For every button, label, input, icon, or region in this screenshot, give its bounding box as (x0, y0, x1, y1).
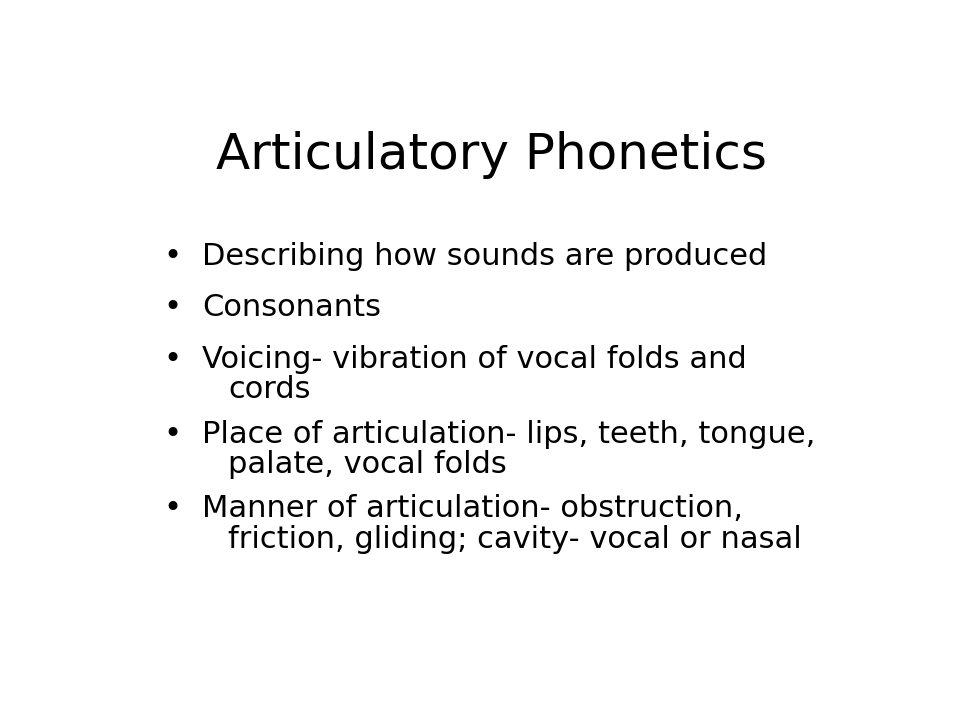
Text: •: • (163, 242, 181, 271)
Text: •: • (163, 420, 181, 449)
Text: Articulatory Phonetics: Articulatory Phonetics (217, 131, 767, 179)
Text: •: • (163, 293, 181, 322)
Text: Voicing- vibration of vocal folds and: Voicing- vibration of vocal folds and (202, 345, 747, 374)
Text: Place of articulation- lips, teeth, tongue,: Place of articulation- lips, teeth, tong… (202, 420, 815, 449)
Text: cords: cords (228, 375, 310, 404)
Text: •: • (163, 495, 181, 523)
Text: Consonants: Consonants (202, 293, 381, 322)
Text: Manner of articulation- obstruction,: Manner of articulation- obstruction, (202, 495, 743, 523)
Text: palate, vocal folds: palate, vocal folds (228, 450, 507, 479)
Text: friction, gliding; cavity- vocal or nasal: friction, gliding; cavity- vocal or nasa… (228, 525, 802, 554)
Text: •: • (163, 345, 181, 374)
Text: Describing how sounds are produced: Describing how sounds are produced (202, 242, 767, 271)
